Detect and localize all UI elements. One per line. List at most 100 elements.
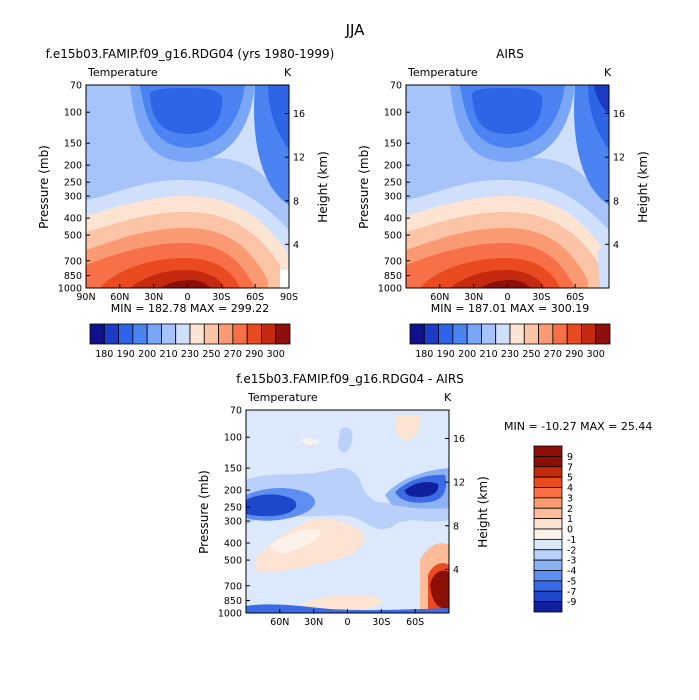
panel-diff-title: f.e15b03.FAMIP.f09_g16.RDG04 - AIRS xyxy=(236,372,464,386)
panel-diff-ylabel-right: Height (km) xyxy=(476,476,490,547)
colorbar-label: 300 xyxy=(587,349,605,360)
colorbar-swatch xyxy=(533,528,563,540)
y-tick-label: 250 xyxy=(64,178,82,189)
colorbar-label: 4 xyxy=(567,483,573,494)
y-tick-label: 500 xyxy=(64,231,82,242)
colorbar-label: 290 xyxy=(565,349,583,360)
colorbar-label: -1 xyxy=(567,535,576,546)
x-tick-label: 60N xyxy=(430,292,449,303)
colorbar-label: 2 xyxy=(567,504,573,515)
colorbar-label: 190 xyxy=(117,349,135,360)
x-tick-label: 30N xyxy=(304,617,323,628)
colorbar-label: -2 xyxy=(567,545,576,556)
height-tick-label: 4 xyxy=(293,240,299,251)
colorbar-swatch xyxy=(89,323,105,345)
height-tick-label: 8 xyxy=(293,196,299,207)
panel-airs-colorbar: 180 190 200 210 230 250 270 290 300 xyxy=(409,323,611,360)
panel-model-field xyxy=(85,84,290,289)
colorbar-swatch xyxy=(533,476,563,488)
colorbar-label: 5 xyxy=(567,473,573,484)
y-tick-label: 700 xyxy=(224,581,242,592)
figure-title: JJA xyxy=(345,21,366,39)
colorbar-swatch xyxy=(466,323,482,345)
x-tick-label: 60S xyxy=(566,292,584,303)
panel-model-right-label: K xyxy=(284,66,292,79)
colorbar-label: 1 xyxy=(567,514,573,525)
colorbar-swatch xyxy=(552,323,568,345)
x-tick-label: 90N xyxy=(76,292,95,303)
x-tick-label: 30S xyxy=(532,292,550,303)
panel-airs-left-label: Temperature xyxy=(407,66,478,79)
x-tick-label: 30S xyxy=(372,617,390,628)
x-tick-label: 0 xyxy=(504,292,510,303)
height-tick-label: 12 xyxy=(293,153,305,164)
y-tick-label: 300 xyxy=(384,192,402,203)
x-tick-label: 60N xyxy=(110,292,129,303)
colorbar-swatch xyxy=(533,507,563,520)
panel-model-title: f.e15b03.FAMIP.f09_g16.RDG04 (yrs 1980-1… xyxy=(46,47,335,61)
colorbar-swatch xyxy=(132,323,148,345)
height-tick-label: 16 xyxy=(613,109,625,120)
y-tick-label: 70 xyxy=(230,406,242,417)
height-tick-label: 8 xyxy=(613,196,619,207)
panel-airs-field xyxy=(405,84,610,289)
x-tick-label: 0 xyxy=(184,292,190,303)
x-tick-label: 30N xyxy=(464,292,483,303)
y-tick-label: 250 xyxy=(384,178,402,189)
colorbar-swatch xyxy=(523,323,539,345)
y-tick-label: 400 xyxy=(384,214,402,225)
x-tick-label: 90S xyxy=(280,292,298,303)
x-tick-label: 30S xyxy=(212,292,230,303)
colorbar-swatch xyxy=(423,323,439,345)
height-tick-label: 12 xyxy=(453,478,465,489)
colorbar-swatch xyxy=(452,323,468,345)
colorbar-swatch xyxy=(146,323,162,345)
panel-airs-right-label: K xyxy=(604,66,612,79)
colorbar-label: -5 xyxy=(567,576,576,587)
colorbar-label: 290 xyxy=(245,349,263,360)
colorbar-label: 230 xyxy=(501,349,519,360)
y-tick-label: 850 xyxy=(64,271,82,282)
panel-diff-field xyxy=(245,409,450,614)
height-tick-label: 4 xyxy=(613,240,619,251)
colorbar-label: 200 xyxy=(458,349,476,360)
y-tick-label: 400 xyxy=(64,214,82,225)
colorbar-swatch xyxy=(409,323,425,345)
colorbar-label: 300 xyxy=(267,349,285,360)
colorbar-label: 3 xyxy=(567,493,573,504)
colorbar-label: 210 xyxy=(160,349,178,360)
colorbar-swatch xyxy=(533,497,563,509)
y-tick-label: 100 xyxy=(384,108,402,119)
colorbar-label: 200 xyxy=(138,349,156,360)
colorbar-label: 270 xyxy=(224,349,242,360)
y-tick-label: 850 xyxy=(224,596,242,607)
panel-diff-axes: 70 100 150 200 250 300 400 500 700 850 1000 16 12 8 4 6… xyxy=(218,406,465,629)
colorbar-swatch xyxy=(533,518,563,530)
colorbar-swatch xyxy=(495,323,511,345)
y-tick-label: 200 xyxy=(224,486,242,497)
panel-airs-title: AIRS xyxy=(496,47,524,61)
colorbar-label: 250 xyxy=(202,349,220,360)
colorbar-swatch xyxy=(533,445,563,457)
y-tick-label: 1000 xyxy=(218,609,242,620)
y-tick-label: 1000 xyxy=(378,284,402,295)
colorbar-label: 270 xyxy=(544,349,562,360)
colorbar-swatch xyxy=(118,323,134,345)
colorbar-label: 190 xyxy=(437,349,455,360)
colorbar-swatch xyxy=(533,538,563,551)
y-tick-label: 400 xyxy=(224,539,242,550)
colorbar-label: 180 xyxy=(415,349,433,360)
x-tick-label: 0 xyxy=(344,617,350,628)
colorbar-swatch xyxy=(533,466,563,478)
colorbar-swatch xyxy=(533,455,563,468)
y-tick-label: 100 xyxy=(64,108,82,119)
y-tick-label: 300 xyxy=(64,192,82,203)
y-tick-label: 150 xyxy=(224,464,242,475)
colorbar-label: -9 xyxy=(567,597,576,608)
colorbar-swatch xyxy=(232,323,248,345)
colorbar-swatch xyxy=(533,601,563,613)
colorbar-swatch xyxy=(438,323,454,345)
colorbar-swatch xyxy=(203,323,219,345)
